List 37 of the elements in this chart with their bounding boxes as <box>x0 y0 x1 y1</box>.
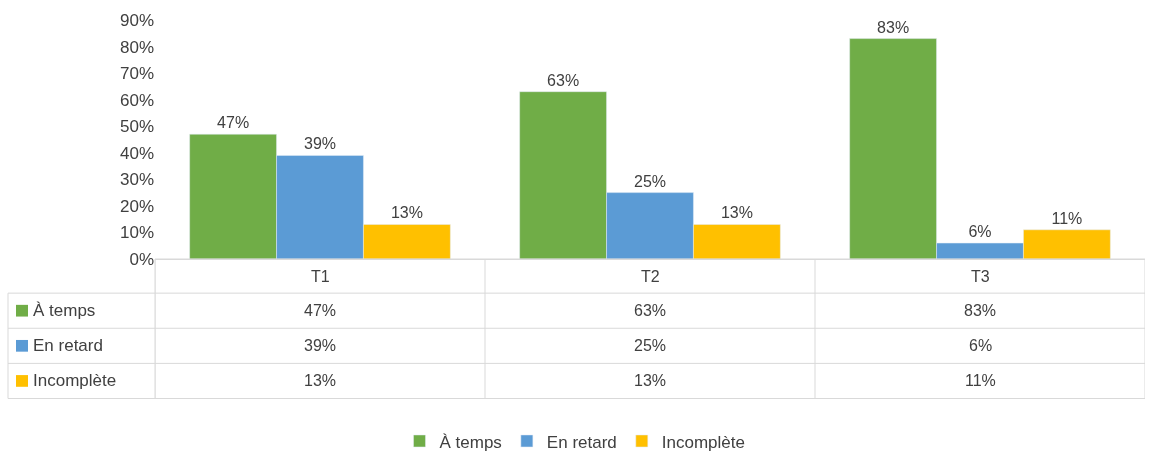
text: 63% <box>547 71 580 89</box>
text: Incomplète <box>33 371 117 390</box>
text: 47% <box>217 114 250 132</box>
data-label: 11% <box>965 372 996 389</box>
text: En retard <box>33 336 103 355</box>
legend-label: À temps <box>33 301 96 320</box>
y-tick-label: 20% <box>119 196 154 216</box>
x-tick-label: T3 <box>971 268 990 285</box>
legend-label: Incomplète <box>661 432 745 452</box>
x-tick-label: T2 <box>641 268 660 285</box>
x-tick-label: T1 <box>311 268 330 285</box>
text: 39% <box>303 135 337 153</box>
text: 11% <box>1051 209 1083 227</box>
y-tick-label: 70% <box>119 64 154 84</box>
data-label: 83% <box>964 302 997 319</box>
text: 6% <box>968 223 992 241</box>
data-label: 6% <box>969 337 993 354</box>
text: 13% <box>720 204 753 222</box>
y-tick-label: 60% <box>119 90 154 110</box>
y-tick-label: 0% <box>129 249 154 269</box>
data-label: 13% <box>304 372 337 389</box>
y-tick-label: 80% <box>119 37 154 57</box>
y-tick-label: 50% <box>119 117 154 137</box>
y-tick-label: 40% <box>119 143 154 163</box>
data-label: 13% <box>634 372 667 389</box>
data-label: 47% <box>304 302 337 319</box>
legend-label: En retard <box>546 432 617 452</box>
y-tick-label: 90% <box>119 10 154 30</box>
text: À temps <box>439 432 502 452</box>
text: 25% <box>633 172 667 190</box>
data-label: 39% <box>304 337 337 354</box>
text: 13% <box>390 204 423 222</box>
y-tick-label: 30% <box>119 170 154 190</box>
data-label: 25% <box>634 337 667 354</box>
y-tick-label: 10% <box>119 223 154 243</box>
data-label: 63% <box>634 302 667 319</box>
text: 83% <box>877 18 910 36</box>
